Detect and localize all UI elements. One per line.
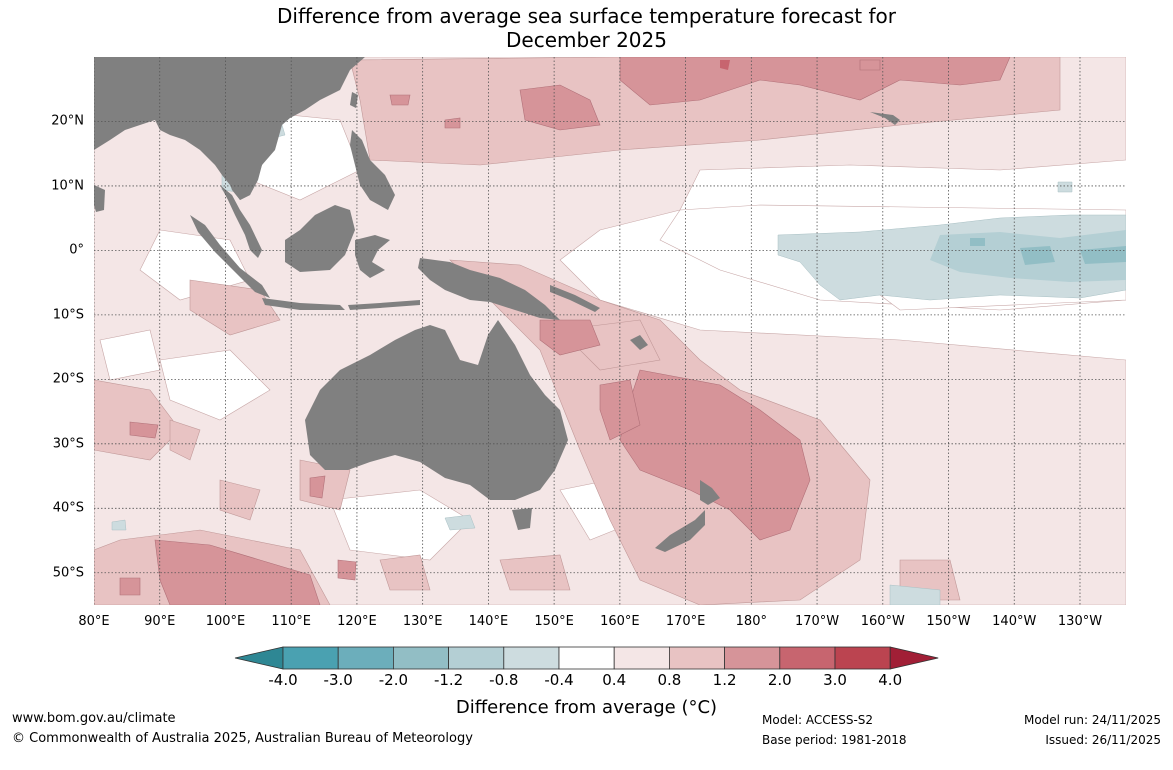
colorbar-tick-label: -4.0 [268,671,298,689]
colorbar [234,646,939,670]
colorbar-segment [448,646,505,670]
longitude-label: 110°E [271,614,311,629]
issued-date: Issued: 26/11/2025 [1045,733,1161,747]
latitude-label: 20°S [52,371,84,387]
colorbar-tick-label: -2.0 [378,671,409,689]
map-plot-area [94,57,1126,605]
latitude-label: 30°S [52,436,84,452]
colorbar-segment [282,646,339,670]
colorbar-segment [779,646,836,670]
latitude-label: 10°S [52,307,84,323]
latitude-label: 50°S [52,565,84,581]
longitude-label: 130°W [1057,614,1103,629]
latitude-label: 10°N [51,178,84,194]
colorbar-segment [834,646,891,670]
colorbar-segment [337,646,394,670]
java [262,298,345,310]
new-zealand-north [700,480,720,505]
tasmania [512,508,532,530]
colorbar-segment [503,646,560,670]
longitude-label: 90°E [144,614,176,629]
sulawesi [355,235,390,278]
colorbar-segment [392,646,449,670]
colorbar-tick-label: -3.0 [323,671,353,689]
anomaly-2-0-to-3-0 [720,60,730,70]
map-title: Difference from average sea surface temp… [0,4,1173,52]
colorbar-tick-label: -1.2 [433,671,464,689]
longitude-label: 120°E [337,614,377,629]
borneo [285,205,355,272]
new-guinea [418,258,560,320]
colorbar-extend-low [234,646,284,670]
title-line-1: Difference from average sea surface temp… [276,4,896,28]
colorbar-tick-label: -0.8 [489,671,519,689]
asia-mainland [94,57,365,200]
latitude-label: 40°S [52,500,84,516]
colorbar-segment [669,646,726,670]
latitude-label: 0° [69,242,84,258]
indochina [225,140,270,200]
longitude-label: 140°E [468,614,509,629]
colorbar-tick-label: -0.4 [544,671,574,689]
colorbar-tick-label: 2.0 [767,671,792,689]
colorbar-segment [724,646,781,670]
land-masses [94,57,900,552]
solomon-islands [550,285,600,312]
latitude-label: 20°N [51,113,84,129]
taiwan [350,92,358,108]
colorbar-extend-high [889,646,939,670]
philippines [350,130,395,210]
longitude-label: 170°E [665,614,706,629]
title-line-2: December 2025 [506,28,667,52]
longitude-label: 160°E [600,614,640,629]
vanuatu-fiji [630,335,648,350]
anomaly-1-2-to-2-0 [119,57,1011,605]
longitude-label: 150°E [534,614,574,629]
colorbar-segment [613,646,670,670]
base-period: Base period: 1981-2018 [762,733,907,747]
longitude-label: 140°W [992,614,1037,629]
longitude-label: 100°E [205,614,246,629]
new-zealand-south [655,510,705,552]
longitude-label: 80°E [78,614,110,629]
sri-lanka-india-tip [94,185,105,212]
longitude-label: 130°E [402,614,443,629]
colorbar-label: Difference from average (°C) [455,697,718,718]
colorbar-tick-label: 3.0 [823,671,847,689]
sumatra [190,215,270,298]
website-link[interactable]: www.bom.gov.au/climate [12,711,176,726]
model-name: Model: ACCESS-S2 [762,713,874,727]
longitude-label: 150°W [926,614,971,629]
australia [305,320,568,500]
copyright-text: © Commonwealth of Australia 2025, Austra… [12,731,473,746]
model-run-date: Model run: 24/11/2025 [1023,713,1161,727]
malay-peninsula [220,185,262,258]
lesser-sunda [348,300,420,310]
colorbar-segment [558,646,615,670]
longitude-label: 160°W [860,614,905,629]
colorbar-tick-label: 4.0 [878,671,903,689]
colorbar-tick-label: 1.2 [712,671,737,689]
longitude-label: 170°W [794,614,840,629]
longitude-label: 180° [735,614,767,629]
colorbar-tick-label: 0.8 [657,671,682,689]
colorbar-tick-label: 0.4 [602,671,627,689]
graticule [94,57,1126,605]
